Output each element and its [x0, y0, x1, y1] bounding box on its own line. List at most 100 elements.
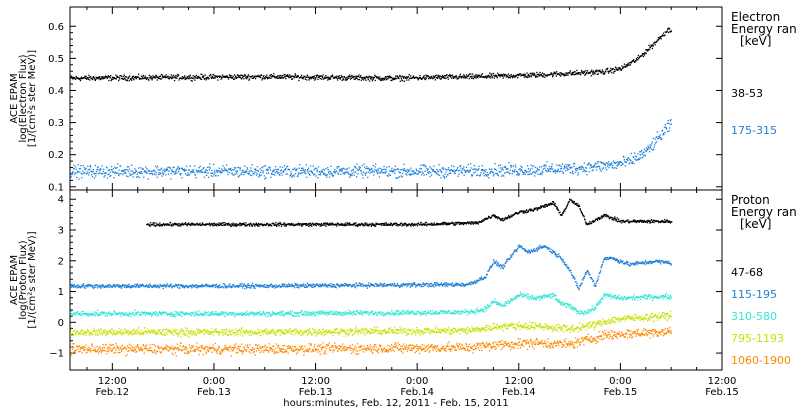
data-point [401, 225, 403, 227]
data-point [249, 284, 251, 287]
data-point [193, 224, 195, 226]
data-point [584, 219, 586, 221]
data-point [552, 249, 554, 252]
data-point [207, 77, 210, 79]
data-point [569, 71, 571, 73]
data-point [337, 77, 339, 79]
data-point [404, 169, 406, 172]
data-point [232, 224, 235, 226]
data-point [518, 173, 521, 175]
data-point [542, 168, 544, 170]
data-point [381, 169, 383, 171]
data-point [557, 209, 560, 211]
data-point [168, 286, 170, 288]
data-point [262, 75, 265, 78]
data-point [668, 31, 670, 34]
data-point [243, 223, 245, 225]
data-point [317, 78, 319, 80]
data-point [454, 172, 456, 175]
data-point [133, 79, 135, 81]
data-point [73, 164, 75, 166]
data-point [503, 264, 505, 266]
data-point [405, 77, 407, 79]
data-point [200, 78, 203, 80]
data-point [137, 171, 139, 174]
data-point [239, 225, 241, 227]
data-point [216, 225, 218, 227]
data-point [446, 285, 449, 287]
data-point [201, 222, 203, 224]
data-point [412, 76, 414, 78]
data-point [547, 248, 549, 250]
data-point [377, 76, 380, 79]
data-point [415, 286, 417, 288]
data-point [98, 169, 100, 171]
data-point [497, 262, 499, 265]
data-point [355, 76, 358, 78]
data-point [507, 168, 509, 170]
data-point [526, 76, 529, 78]
data-point [566, 166, 568, 168]
data-point [586, 70, 589, 72]
data-point [306, 170, 308, 172]
data-point [387, 75, 389, 77]
data-point [284, 169, 286, 171]
data-point [290, 76, 292, 78]
data-point [392, 223, 394, 226]
data-point [554, 252, 557, 254]
data-point [443, 76, 445, 78]
data-point [401, 169, 403, 171]
data-point [593, 70, 595, 72]
data-point [234, 167, 237, 169]
data-point [650, 148, 652, 150]
data-point [355, 75, 357, 77]
data-point [312, 222, 314, 224]
data-point [594, 219, 596, 221]
series-electron-38-53 [70, 27, 673, 82]
data-point [132, 77, 134, 80]
data-point [510, 74, 512, 76]
data-point [575, 202, 577, 204]
data-point [112, 78, 114, 80]
data-point [444, 221, 446, 224]
data-point [207, 285, 209, 287]
data-point [102, 76, 104, 78]
data-point [217, 224, 220, 226]
data-point [108, 286, 110, 289]
data-point [548, 169, 550, 171]
data-point [165, 174, 167, 176]
data-point [365, 172, 367, 174]
data-point [290, 75, 292, 77]
data-point [438, 285, 441, 287]
data-point [494, 75, 496, 77]
data-point [550, 248, 552, 250]
data-point [561, 163, 564, 165]
data-point [566, 205, 568, 207]
data-point [520, 245, 522, 247]
data-point [410, 284, 413, 287]
data-point [84, 172, 86, 174]
data-point [152, 223, 154, 225]
data-point [592, 221, 595, 223]
data-point [535, 248, 537, 250]
data-point [606, 216, 608, 218]
data-point [542, 76, 544, 78]
data-point [437, 283, 440, 286]
data-point [96, 284, 98, 286]
data-point [424, 77, 426, 79]
data-point [644, 155, 646, 157]
data-point [149, 222, 152, 224]
data-point [236, 223, 238, 225]
data-point [478, 75, 480, 77]
data-point [222, 76, 224, 78]
data-point [172, 74, 175, 77]
data-point [187, 75, 190, 77]
data-point [311, 285, 313, 287]
data-point [542, 205, 544, 207]
data-point [245, 286, 247, 288]
data-point [613, 70, 615, 73]
data-point [352, 76, 354, 79]
data-point [496, 265, 498, 267]
data-point [259, 285, 261, 288]
data-point [197, 285, 199, 287]
